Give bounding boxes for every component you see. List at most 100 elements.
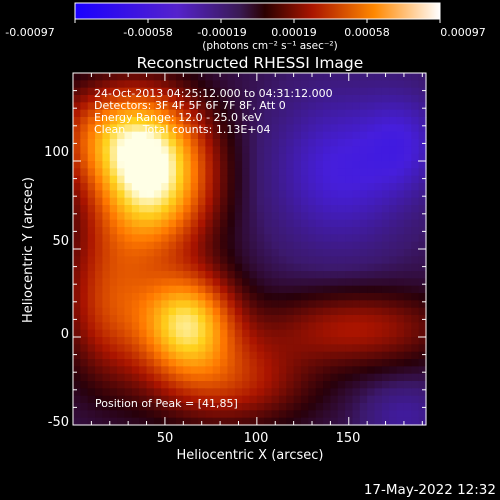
heatmap-cell — [411, 300, 420, 309]
heatmap-cell — [278, 271, 287, 279]
heatmap-cell — [315, 249, 324, 257]
heatmap-cell — [227, 219, 236, 228]
heatmap-cell — [183, 95, 192, 103]
heatmap-cell — [175, 102, 184, 111]
heatmap-cell — [300, 293, 309, 301]
heatmap-cell — [175, 300, 184, 309]
heatmap-cell — [242, 139, 251, 147]
heatmap-cell — [212, 80, 221, 89]
heatmap-cell — [139, 131, 148, 140]
heatmap-cell — [117, 175, 126, 184]
annotation-time-range: 24-Oct-2013 04:25:12.000 to 04:31:12.000 — [94, 87, 333, 100]
heatmap-cell — [278, 161, 287, 169]
heatmap-cell — [168, 197, 177, 206]
heatmap-cell — [212, 307, 221, 316]
heatmap-cell — [367, 373, 376, 382]
heatmap-cell — [131, 109, 140, 118]
heatmap-cell — [227, 241, 236, 250]
heatmap-cell — [87, 197, 96, 206]
heatmap-cell — [278, 359, 287, 367]
heatmap-cell — [220, 395, 229, 404]
heatmap-cell — [117, 373, 126, 382]
heatmap-cell — [278, 315, 287, 323]
heatmap-cell — [198, 175, 206, 184]
heatmap-cell — [359, 256, 368, 265]
heatmap-cell — [337, 197, 346, 206]
heatmap-cell — [117, 161, 126, 169]
heatmap-cell — [418, 87, 427, 96]
heatmap-cell — [198, 87, 206, 96]
heatmap-cell — [300, 139, 309, 147]
heatmap-cell — [249, 183, 258, 191]
heatmap-cell — [315, 344, 324, 353]
heatmap-cell — [227, 190, 236, 199]
heatmap-cell — [367, 271, 376, 279]
heatmap-cell — [396, 227, 405, 235]
heatmap-cell — [109, 227, 118, 235]
heatmap-cell — [161, 146, 170, 155]
heatmap-cell — [183, 337, 192, 345]
heatmap-cell — [109, 249, 118, 257]
heatmap-cell — [190, 285, 199, 294]
heatmap-cell — [205, 293, 214, 301]
heatmap-cell — [308, 153, 317, 162]
heatmap-cell — [87, 344, 96, 353]
heatmap-cell — [73, 234, 81, 243]
heatmap-cell — [131, 300, 140, 309]
heatmap-cell — [220, 285, 229, 294]
heatmap-cell — [381, 241, 390, 250]
heatmap-cell — [117, 109, 126, 118]
heatmap-cell — [411, 175, 420, 184]
heatmap-cell — [183, 131, 192, 140]
heatmap-cell — [198, 124, 206, 133]
heatmap-cell — [212, 117, 221, 125]
heatmap-cell — [102, 329, 111, 338]
heatmap-cell — [264, 190, 273, 199]
heatmap-cell — [418, 205, 427, 213]
heatmap-cell — [139, 73, 148, 81]
heatmap-cell — [271, 117, 280, 125]
heatmap-cell — [323, 315, 331, 323]
heatmap-cell — [323, 124, 331, 133]
heatmap-cell — [389, 161, 398, 169]
heatmap-cell — [352, 205, 361, 213]
heatmap-cell — [205, 175, 214, 184]
heatmap-cell — [389, 183, 398, 191]
heatmap-cell — [396, 95, 405, 103]
heatmap-cell — [359, 124, 368, 133]
heatmap-cell — [278, 300, 287, 309]
heatmap-cell — [220, 366, 229, 375]
heatmap-cell — [131, 263, 140, 272]
heatmap-cell — [403, 300, 412, 309]
heatmap-cell — [286, 381, 295, 389]
heatmap-cell — [396, 124, 405, 133]
heatmap-cell — [109, 241, 118, 250]
heatmap-cell — [131, 161, 140, 169]
heatmap-cell — [315, 278, 324, 287]
heatmap-cell — [396, 197, 405, 206]
heatmap-cell — [198, 109, 206, 118]
heatmap-cell — [256, 161, 265, 169]
heatmap-cell — [153, 373, 162, 382]
heatmap-cell — [102, 351, 111, 360]
heatmap-cell — [220, 293, 229, 301]
heatmap-cell — [337, 403, 346, 411]
heatmap-cell — [256, 131, 265, 140]
heatmap-cell — [359, 153, 368, 162]
heatmap-cell — [109, 131, 118, 140]
heatmap-cell — [95, 109, 104, 118]
heatmap-cell — [168, 263, 177, 272]
heatmap-cell — [80, 322, 89, 331]
heatmap-cell — [396, 329, 405, 338]
heatmap-cell — [308, 87, 317, 96]
heatmap-cell — [102, 117, 111, 125]
heatmap-cell — [205, 403, 214, 411]
heatmap-cell — [234, 381, 243, 389]
heatmap-cell — [315, 124, 324, 133]
heatmap-cell — [95, 337, 104, 345]
heatmap-cell — [131, 322, 140, 331]
heatmap-cell — [337, 219, 346, 228]
heatmap-cell — [315, 395, 324, 404]
heatmap-cell — [117, 168, 126, 177]
heatmap-cell — [153, 403, 162, 411]
